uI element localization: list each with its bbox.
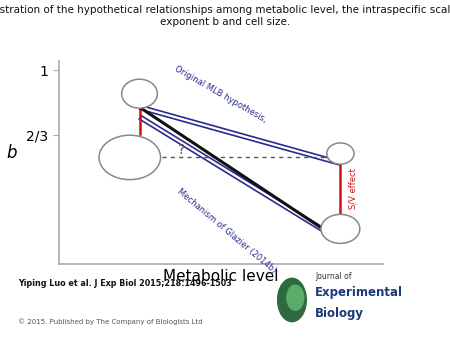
Text: Illustration of the hypothetical relationships among metabolic level, the intras: Illustration of the hypothetical relatio…: [0, 5, 450, 27]
Text: Mechanism of Glazier (2014b): Mechanism of Glazier (2014b): [176, 186, 278, 274]
Text: S/V effect: S/V effect: [348, 168, 357, 209]
Ellipse shape: [99, 135, 161, 179]
Text: Journal of: Journal of: [315, 272, 351, 281]
Text: ?: ?: [178, 143, 185, 157]
Ellipse shape: [287, 285, 304, 310]
Text: Experimental: Experimental: [315, 286, 403, 299]
Ellipse shape: [321, 214, 360, 243]
Y-axis label: b: b: [7, 144, 17, 162]
X-axis label: Metabolic level: Metabolic level: [163, 269, 278, 284]
Ellipse shape: [278, 278, 306, 322]
Text: © 2015. Published by The Company of Biologists Ltd: © 2015. Published by The Company of Biol…: [18, 318, 202, 325]
Text: Biology: Biology: [315, 307, 364, 320]
Ellipse shape: [327, 143, 354, 164]
Text: Yiping Luo et al. J Exp Biol 2015;218:1496-1503: Yiping Luo et al. J Exp Biol 2015;218:14…: [18, 279, 232, 288]
Text: Original MLB hypothesis,: Original MLB hypothesis,: [173, 65, 268, 125]
Ellipse shape: [122, 79, 158, 108]
